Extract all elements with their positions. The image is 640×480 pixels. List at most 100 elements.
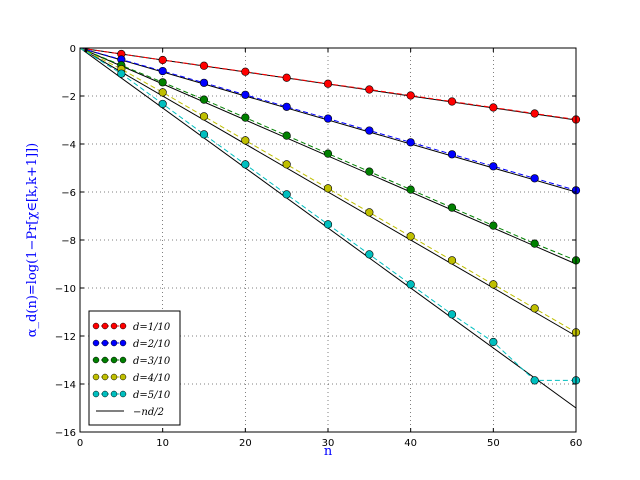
legend-marker xyxy=(92,390,100,398)
data-point xyxy=(199,112,209,121)
x-tick-label: 50 xyxy=(487,438,500,449)
data-point xyxy=(489,280,498,289)
data-point xyxy=(282,73,291,82)
legend-label: d=5/10 xyxy=(133,390,171,401)
y-tick-label: −4 xyxy=(61,140,76,151)
legend-marker xyxy=(101,339,109,347)
data-point xyxy=(282,131,291,140)
legend-marker xyxy=(110,339,118,347)
y-tick-label: −8 xyxy=(61,236,76,247)
data-point xyxy=(323,184,333,193)
legend-label: d=4/10 xyxy=(133,373,171,384)
data-point xyxy=(447,256,457,265)
data-point xyxy=(158,55,167,65)
data-point xyxy=(530,109,539,118)
data-point xyxy=(365,208,374,217)
data-point xyxy=(158,66,167,76)
legend-marker xyxy=(101,373,109,381)
data-point xyxy=(406,185,415,194)
legend-label: d=3/10 xyxy=(133,356,171,367)
data-point xyxy=(530,376,539,385)
data-point xyxy=(489,221,498,230)
x-tick-label: 0 xyxy=(77,438,83,449)
legend-marker xyxy=(92,356,100,364)
data-point xyxy=(323,79,333,88)
data-point xyxy=(158,78,167,87)
data-point xyxy=(241,136,250,145)
data-point xyxy=(447,310,457,319)
data-point xyxy=(489,103,498,112)
data-point xyxy=(199,61,209,70)
data-point xyxy=(406,232,415,241)
data-point xyxy=(323,220,333,229)
y-tick-label: −2 xyxy=(61,92,76,103)
data-point xyxy=(241,113,250,122)
y-tick-label: −6 xyxy=(61,188,76,199)
ticks: 0 10 20 30 40 50 60 0 −2 −4 −6 −8 −10 −12 −14 −16 xyxy=(55,44,582,449)
data-point xyxy=(241,160,250,169)
y-tick-label: −14 xyxy=(55,380,76,391)
data-point xyxy=(489,162,498,171)
y-tick-label: −12 xyxy=(55,332,76,343)
data-point xyxy=(199,78,209,87)
legend-marker xyxy=(110,356,118,364)
data-point xyxy=(282,190,291,199)
legend-marker xyxy=(101,390,109,398)
data-point xyxy=(282,160,291,169)
data-point xyxy=(406,280,415,289)
data-point xyxy=(447,150,457,159)
legend-marker xyxy=(110,390,118,398)
legend-marker xyxy=(101,356,109,364)
x-tick-label: 40 xyxy=(404,438,417,449)
legend-marker xyxy=(92,339,100,347)
data-point xyxy=(365,167,374,176)
y-tick-label: 0 xyxy=(70,44,76,55)
data-point xyxy=(530,304,539,313)
data-point xyxy=(365,126,374,135)
data-point xyxy=(530,239,539,248)
data-point xyxy=(365,85,374,94)
legend-marker xyxy=(110,322,118,330)
data-point xyxy=(406,138,415,147)
legend-marker xyxy=(119,373,127,381)
data-point xyxy=(241,67,250,76)
x-tick-label: 60 xyxy=(570,438,583,449)
data-point xyxy=(406,91,415,100)
x-tick-label: 20 xyxy=(239,438,252,449)
y-axis-title: α_d(n)=log(1−Pr[χ∈[k,k+1]]) xyxy=(25,143,40,337)
data-point xyxy=(241,90,250,99)
legend-label: d=2/10 xyxy=(133,339,171,350)
x-tick-label: 30 xyxy=(322,438,335,449)
data-point xyxy=(365,250,374,259)
legend-marker xyxy=(119,339,127,347)
legend-marker xyxy=(92,373,100,381)
legend-marker xyxy=(119,390,127,398)
data-point xyxy=(199,130,209,139)
data-point xyxy=(117,69,126,78)
x-tick-label: 10 xyxy=(156,438,169,449)
y-tick-label: −16 xyxy=(55,428,76,439)
data-point xyxy=(158,88,167,97)
legend-label: d=1/10 xyxy=(133,322,171,333)
data-point xyxy=(158,99,167,109)
x-axis-title: n xyxy=(324,444,333,459)
data-point xyxy=(199,95,209,104)
legend-box xyxy=(88,310,181,426)
legend: d=1/10 d=2/10 d=3/10 d=4/10 d=5/10 −nd/2 xyxy=(88,310,181,426)
legend-label: −nd/2 xyxy=(133,407,164,418)
data-point xyxy=(530,174,539,183)
legend-marker xyxy=(119,356,127,364)
data-point xyxy=(447,97,457,106)
series-points xyxy=(117,49,581,385)
legend-marker xyxy=(119,322,127,330)
legend-marker xyxy=(110,373,118,381)
legend-marker xyxy=(101,322,109,330)
data-point xyxy=(489,337,498,347)
data-point xyxy=(447,203,457,212)
legend-marker xyxy=(92,322,100,330)
data-point xyxy=(323,149,333,158)
data-point xyxy=(323,114,333,123)
y-tick-label: −10 xyxy=(55,284,76,295)
data-point xyxy=(282,102,291,111)
